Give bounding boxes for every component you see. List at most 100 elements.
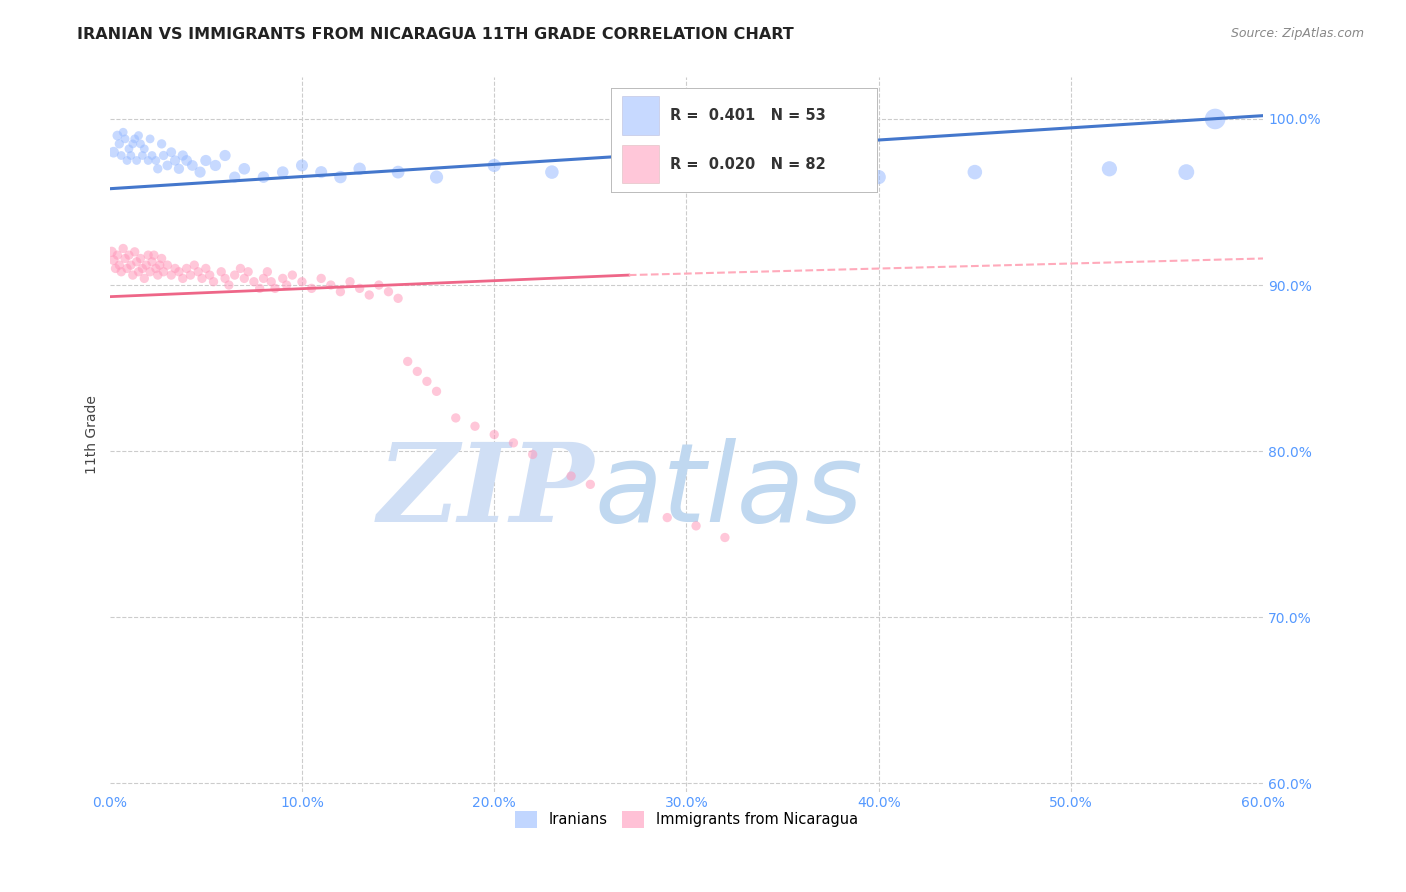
Point [301, 281, 323, 295]
Point [214, 148, 236, 162]
Point [281, 268, 304, 282]
Point [110, 265, 132, 279]
Point [134, 271, 156, 285]
Point [103, 145, 125, 160]
Point [146, 268, 169, 282]
Point [484, 158, 506, 172]
Point [260, 275, 283, 289]
Point [233, 161, 256, 176]
Point [264, 281, 287, 295]
Point [181, 158, 204, 172]
Point [115, 153, 138, 168]
Point [218, 278, 240, 293]
Point [224, 268, 246, 282]
Point [115, 261, 138, 276]
Y-axis label: 11th Grade: 11th Grade [86, 395, 100, 474]
Point [118, 142, 141, 156]
Point [309, 165, 332, 179]
Point [349, 161, 371, 176]
Point [146, 161, 169, 176]
Point [100, 244, 122, 259]
Point [150, 252, 173, 266]
Point [271, 271, 294, 285]
Point [236, 265, 259, 279]
Point [406, 364, 429, 378]
Point [172, 271, 194, 285]
Point [560, 469, 582, 483]
Point [172, 148, 194, 162]
Point [152, 265, 174, 279]
Point [229, 261, 252, 276]
Point [103, 253, 125, 268]
Point [685, 519, 707, 533]
Point [141, 254, 163, 268]
Point [141, 148, 163, 162]
Point [165, 261, 187, 276]
Point [291, 275, 314, 289]
Point [291, 158, 314, 172]
Point [134, 142, 156, 156]
Point [349, 281, 371, 295]
Point [198, 268, 221, 282]
Point [136, 153, 159, 168]
Point [522, 447, 544, 461]
Point [112, 242, 135, 256]
Point [104, 261, 127, 276]
Point [108, 136, 131, 151]
Point [118, 248, 141, 262]
Point [176, 261, 198, 276]
Point [165, 153, 187, 168]
Point [444, 411, 467, 425]
Point [224, 170, 246, 185]
Point [129, 252, 152, 266]
Point [139, 265, 162, 279]
Point [129, 136, 152, 151]
Point [1204, 112, 1226, 126]
Point [252, 170, 274, 185]
Point [131, 261, 153, 276]
Point [319, 278, 342, 293]
Point [657, 510, 679, 524]
Point [194, 261, 217, 276]
Point [464, 419, 486, 434]
Text: ZIP: ZIP [378, 438, 595, 545]
Point [249, 281, 271, 295]
Point [191, 271, 214, 285]
Point [124, 244, 146, 259]
Point [187, 265, 209, 279]
Point [156, 158, 179, 172]
Point [396, 354, 419, 368]
Point [233, 271, 256, 285]
Point [425, 170, 447, 185]
Point [120, 148, 142, 162]
Point [131, 148, 153, 162]
Point [204, 158, 226, 172]
Point [214, 271, 236, 285]
Point [112, 125, 135, 139]
Point [714, 531, 737, 545]
Point [484, 427, 506, 442]
Point [579, 477, 602, 491]
Point [125, 254, 148, 268]
Point [1175, 165, 1198, 179]
Point [142, 248, 165, 262]
Point [128, 265, 150, 279]
Point [179, 268, 201, 282]
Point [120, 258, 142, 272]
Point [188, 165, 211, 179]
Point [107, 248, 129, 262]
Point [387, 165, 409, 179]
Point [152, 148, 174, 162]
Point [124, 132, 146, 146]
Point [339, 275, 361, 289]
Point [114, 252, 136, 266]
Point [695, 165, 717, 179]
Point [276, 278, 298, 293]
Point [128, 128, 150, 143]
Point [202, 275, 225, 289]
Text: IRANIAN VS IMMIGRANTS FROM NICARAGUA 11TH GRADE CORRELATION CHART: IRANIAN VS IMMIGRANTS FROM NICARAGUA 11T… [77, 27, 794, 42]
Text: Source: ZipAtlas.com: Source: ZipAtlas.com [1230, 27, 1364, 40]
Point [145, 153, 167, 168]
Point [416, 375, 439, 389]
Point [194, 153, 217, 168]
